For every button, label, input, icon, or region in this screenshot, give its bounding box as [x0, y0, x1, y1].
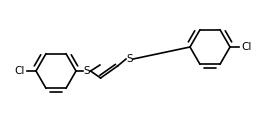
- Text: Cl: Cl: [15, 66, 25, 76]
- Text: S: S: [126, 54, 133, 64]
- Text: S: S: [84, 66, 90, 76]
- Text: Cl: Cl: [241, 42, 251, 52]
